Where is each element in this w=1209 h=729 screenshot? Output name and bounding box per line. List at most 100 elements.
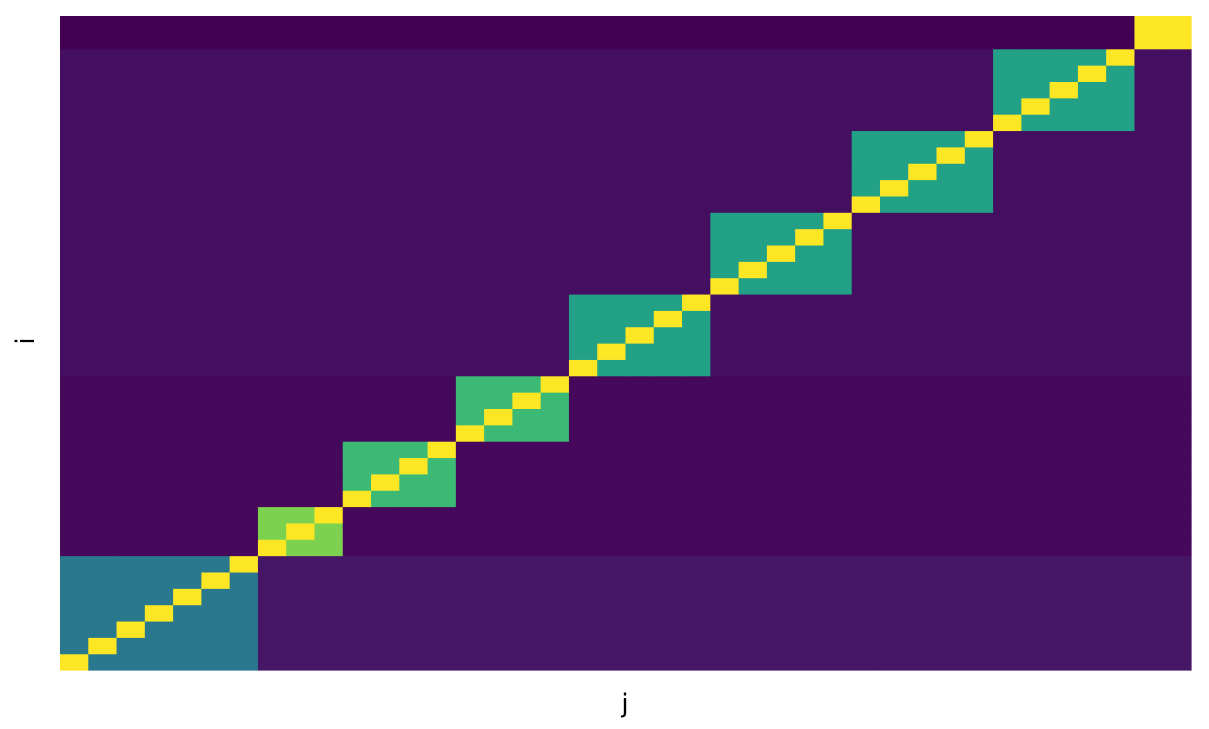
heatmap-cell (257, 343, 287, 360)
heatmap-cell (1162, 392, 1192, 409)
heatmap-cell (60, 32, 89, 50)
heatmap-cell (257, 539, 287, 557)
heatmap-cell (1106, 212, 1136, 230)
heatmap-cell (682, 539, 711, 557)
heatmap-cell (766, 48, 796, 66)
heatmap-cell (342, 588, 372, 606)
heatmap-cell (710, 65, 740, 82)
heatmap-cell (173, 65, 202, 82)
heatmap-cell (653, 16, 683, 33)
heatmap-cell (286, 195, 316, 213)
heatmap-cell (540, 375, 570, 393)
heatmap-cell (399, 228, 429, 246)
heatmap-cell (993, 343, 1022, 360)
heatmap-cell (229, 310, 259, 328)
heatmap-cell (512, 163, 542, 181)
heatmap-cell (229, 408, 259, 426)
heatmap-cell (399, 457, 429, 475)
heatmap-cell (766, 163, 796, 181)
heatmap-cell (512, 326, 542, 344)
heatmap-cell (427, 130, 457, 148)
heatmap-cell (936, 48, 966, 66)
heatmap-cell (60, 114, 89, 132)
heatmap-cell (371, 441, 400, 459)
heatmap-cell (625, 620, 655, 638)
heatmap-cell (342, 555, 372, 573)
heatmap-cell (60, 457, 89, 475)
heatmap-cell (455, 588, 485, 606)
heatmap-cell (936, 195, 966, 213)
heatmap-cell (484, 588, 513, 606)
heatmap-cell (88, 375, 118, 393)
heatmap-cell (964, 261, 994, 279)
heatmap-cell (936, 490, 966, 508)
heatmap-cell (314, 359, 344, 377)
heatmap-cell (484, 293, 513, 311)
heatmap-cell (597, 392, 627, 409)
heatmap-cell (851, 16, 881, 33)
heatmap-cell (342, 473, 372, 491)
heatmap-cell (286, 637, 316, 655)
heatmap-cell (201, 359, 231, 377)
heatmap-cell (568, 359, 598, 377)
heatmap-cell (682, 490, 711, 508)
heatmap-cell (1049, 244, 1079, 262)
heatmap-cell (1077, 244, 1107, 262)
heatmap-cell (1106, 457, 1136, 475)
heatmap-cell (625, 539, 655, 557)
heatmap-cell (851, 343, 881, 360)
heatmap-cell (1106, 97, 1136, 115)
heatmap-cell (908, 32, 938, 50)
heatmap-cell (879, 212, 909, 230)
heatmap-cell (455, 16, 485, 33)
heatmap-cell (314, 65, 344, 82)
heatmap-cell (229, 343, 259, 360)
heatmap-cell (823, 620, 853, 638)
heatmap-cell (682, 604, 711, 622)
heatmap-cell (173, 97, 202, 115)
heatmap-cell (1134, 408, 1164, 426)
heatmap-cell (682, 457, 711, 475)
heatmap-cell (1049, 359, 1079, 377)
heatmap-cell (314, 620, 344, 638)
heatmap-cell (60, 48, 89, 66)
heatmap-cell (1021, 244, 1051, 262)
heatmap-cell (229, 473, 259, 491)
heatmap-cell (1134, 359, 1164, 377)
heatmap-cell (597, 244, 627, 262)
heatmap-cell (795, 97, 825, 115)
heatmap-cell (682, 653, 711, 671)
heatmap-cell (1077, 81, 1107, 99)
heatmap-cell (1049, 392, 1079, 409)
heatmap-cell (738, 653, 768, 671)
heatmap-cell (653, 441, 683, 459)
heatmap-cell (964, 65, 994, 82)
heatmap-cell (173, 244, 202, 262)
heatmap-cell (88, 81, 118, 99)
heatmap-cell (738, 522, 768, 540)
heatmap-cell (540, 359, 570, 377)
heatmap-cell (229, 441, 259, 459)
heatmap-cell (116, 359, 146, 377)
heatmap-cell (455, 620, 485, 638)
heatmap-cell (257, 588, 287, 606)
heatmap-cell (964, 195, 994, 213)
heatmap-cell (484, 441, 513, 459)
heatmap-cell (201, 32, 231, 50)
heatmap-cell (1077, 571, 1107, 589)
heatmap-cell (795, 293, 825, 311)
heatmap-cell (823, 81, 853, 99)
heatmap-cell (1077, 228, 1107, 246)
heatmap-cell (144, 48, 174, 66)
heatmap-cell (116, 97, 146, 115)
heatmap-cell (173, 457, 202, 475)
heatmap-cell (964, 81, 994, 99)
heatmap-cell (314, 588, 344, 606)
heatmap-cell (257, 522, 287, 540)
heatmap-cell (738, 228, 768, 246)
heatmap-cell (908, 359, 938, 377)
heatmap-cell (1021, 359, 1051, 377)
heatmap-cell (512, 97, 542, 115)
heatmap-cell (993, 163, 1022, 181)
heatmap-cell (88, 604, 118, 622)
